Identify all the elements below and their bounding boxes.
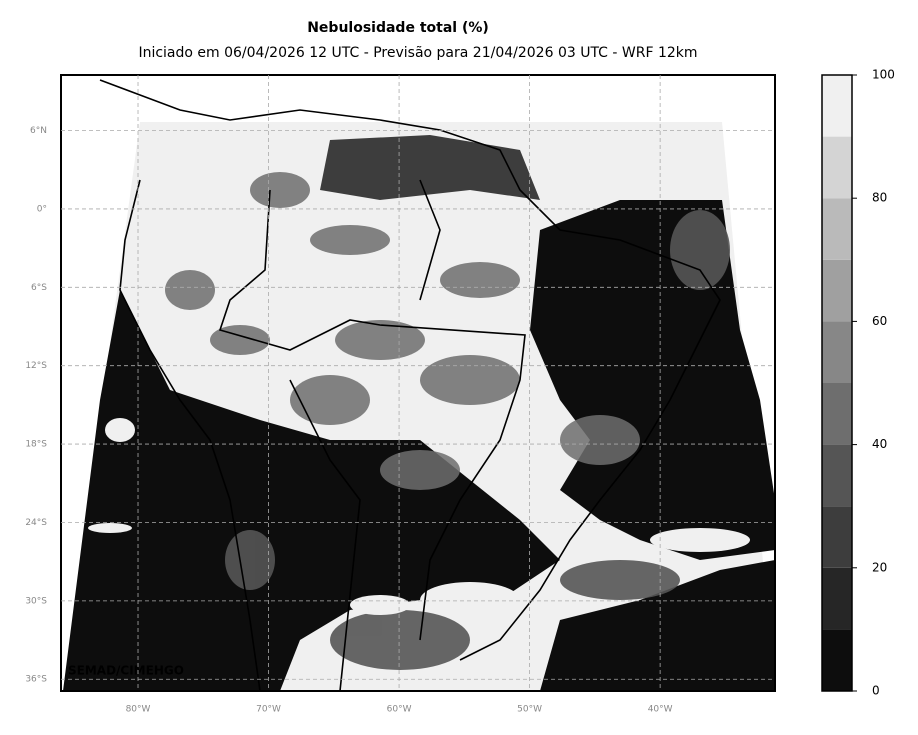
colorbar-bin — [822, 506, 852, 568]
y-tick-label: 36°S — [25, 675, 47, 685]
colorbar-bin — [822, 259, 852, 322]
colorbar-bin — [822, 629, 852, 691]
colorbar-bin — [822, 75, 852, 137]
x-tick-label: 70°W — [256, 705, 281, 715]
x-tick-label: 80°W — [126, 705, 151, 715]
colorbar-frame — [821, 74, 853, 692]
colorbar-tick-label: 100 — [872, 68, 895, 82]
y-tick-label: 18°S — [25, 440, 47, 450]
map-frame — [60, 74, 776, 692]
colorbar-bin — [822, 198, 852, 260]
colorbar-bin — [822, 136, 852, 199]
subtitle: Iniciado em 06/04/2026 12 UTC - Previsão… — [138, 45, 697, 61]
credit: SEMAD/CIMEHGO — [68, 664, 184, 678]
colorbar-bin — [822, 444, 852, 507]
y-tick-label: 0° — [37, 204, 47, 214]
y-tick-label: 6°S — [31, 283, 47, 293]
y-tick-label: 6°N — [30, 126, 47, 136]
colorbar-bin — [822, 383, 852, 445]
x-tick-label: 60°W — [387, 705, 412, 715]
colorbar-tick-label: 60 — [872, 314, 887, 328]
x-tick-label: 40°W — [648, 705, 673, 715]
y-tick-label: 24°S — [25, 518, 47, 528]
y-tick-label: 12°S — [25, 361, 47, 371]
x-tick-label: 50°W — [517, 705, 542, 715]
colorbar-bin — [822, 567, 852, 630]
colorbar-tick-label: 80 — [872, 191, 887, 205]
y-tick-label: 30°S — [25, 596, 47, 606]
colorbar-tick-label: 0 — [872, 684, 880, 698]
colorbar-bin — [822, 321, 852, 383]
cloud-field — [63, 79, 775, 691]
colorbar-tick-label: 40 — [872, 437, 887, 451]
colorbar-tick-label: 20 — [872, 560, 887, 574]
title: Nebulosidade total (%) — [307, 20, 489, 36]
